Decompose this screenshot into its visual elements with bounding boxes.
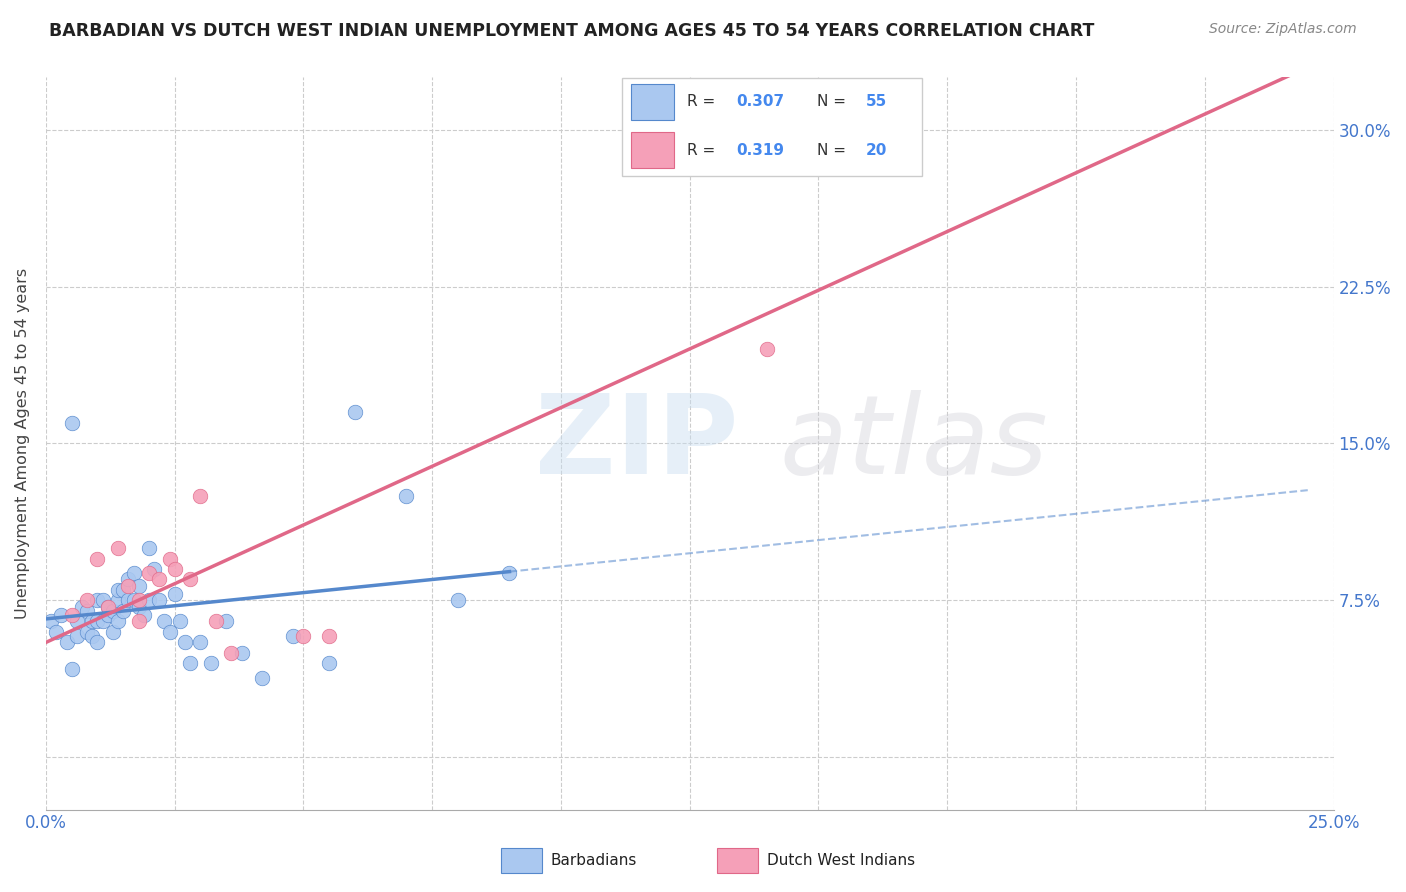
Point — [318, 656, 340, 670]
Point — [148, 593, 170, 607]
Point — [112, 604, 135, 618]
Point — [128, 615, 150, 629]
Point — [138, 566, 160, 581]
Point — [179, 656, 201, 670]
Point — [66, 629, 89, 643]
Point — [122, 566, 145, 581]
Point — [117, 573, 139, 587]
Point — [318, 629, 340, 643]
Point — [153, 615, 176, 629]
Point — [447, 593, 470, 607]
Point — [107, 593, 129, 607]
Text: 55: 55 — [866, 95, 887, 110]
Bar — [717, 848, 758, 873]
Point — [76, 624, 98, 639]
Point — [179, 573, 201, 587]
Point — [200, 656, 222, 670]
Point — [91, 615, 114, 629]
Point — [107, 541, 129, 555]
Point — [169, 615, 191, 629]
Point — [128, 593, 150, 607]
Point — [292, 629, 315, 643]
Point — [70, 599, 93, 614]
Text: Barbadians: Barbadians — [551, 854, 637, 868]
Point — [252, 671, 274, 685]
Point — [174, 635, 197, 649]
Point — [91, 593, 114, 607]
Bar — [631, 132, 675, 168]
Y-axis label: Unemployment Among Ages 45 to 54 years: Unemployment Among Ages 45 to 54 years — [15, 268, 30, 619]
Point — [82, 615, 104, 629]
Point — [163, 587, 186, 601]
Point — [55, 635, 77, 649]
Point — [138, 593, 160, 607]
Point — [498, 566, 520, 581]
Point — [45, 624, 67, 639]
Text: 0.319: 0.319 — [737, 143, 785, 158]
Point — [66, 615, 89, 629]
Point — [138, 541, 160, 555]
Point — [60, 662, 83, 676]
Point — [86, 635, 108, 649]
Point — [117, 579, 139, 593]
Point — [60, 416, 83, 430]
Text: Source: ZipAtlas.com: Source: ZipAtlas.com — [1209, 22, 1357, 37]
Text: R =: R = — [686, 95, 714, 110]
Point — [148, 573, 170, 587]
Point — [128, 599, 150, 614]
Point — [97, 599, 120, 614]
Point — [76, 604, 98, 618]
Point — [101, 624, 124, 639]
Point — [107, 615, 129, 629]
Text: BARBADIAN VS DUTCH WEST INDIAN UNEMPLOYMENT AMONG AGES 45 TO 54 YEARS CORRELATIO: BARBADIAN VS DUTCH WEST INDIAN UNEMPLOYM… — [49, 22, 1095, 40]
Point — [205, 615, 228, 629]
Point — [122, 593, 145, 607]
Point — [395, 489, 418, 503]
Point — [97, 599, 120, 614]
Text: N =: N = — [817, 143, 845, 158]
Point — [51, 607, 73, 622]
Point — [343, 405, 366, 419]
Point — [86, 615, 108, 629]
Point — [60, 607, 83, 622]
Point — [86, 551, 108, 566]
Text: R =: R = — [686, 143, 714, 158]
Point — [159, 624, 181, 639]
Point — [163, 562, 186, 576]
Text: Dutch West Indians: Dutch West Indians — [766, 854, 915, 868]
Point — [76, 593, 98, 607]
Point — [190, 489, 212, 503]
Point — [107, 582, 129, 597]
Point — [756, 343, 779, 357]
Bar — [631, 84, 675, 120]
FancyBboxPatch shape — [621, 78, 922, 177]
Point — [231, 646, 253, 660]
Text: ZIP: ZIP — [536, 390, 738, 497]
Point — [97, 607, 120, 622]
Point — [112, 582, 135, 597]
Point — [132, 607, 155, 622]
Point — [283, 629, 305, 643]
Text: 0.307: 0.307 — [737, 95, 785, 110]
Point — [859, 154, 882, 169]
Text: N =: N = — [817, 95, 845, 110]
Point — [128, 579, 150, 593]
Point — [39, 615, 62, 629]
Point — [143, 562, 166, 576]
Point — [190, 635, 212, 649]
Point — [82, 629, 104, 643]
Text: 20: 20 — [866, 143, 887, 158]
Point — [215, 615, 238, 629]
Point — [86, 593, 108, 607]
Point — [221, 646, 243, 660]
Point — [117, 593, 139, 607]
Point — [159, 551, 181, 566]
Bar — [501, 848, 541, 873]
Text: atlas: atlas — [780, 390, 1049, 497]
Point — [101, 604, 124, 618]
